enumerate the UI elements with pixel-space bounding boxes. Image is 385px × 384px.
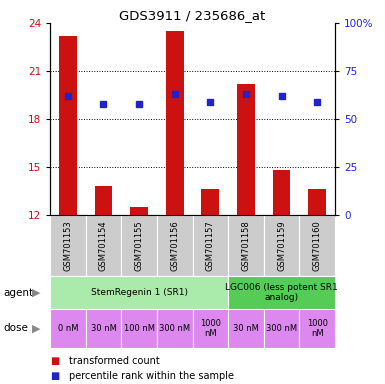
Bar	[192, 215, 228, 276]
Text: dose: dose	[4, 323, 29, 333]
Text: 300 nM: 300 nM	[266, 324, 297, 333]
Bar	[130, 207, 148, 215]
Bar	[228, 309, 264, 348]
Bar	[50, 215, 85, 276]
Bar	[59, 36, 77, 215]
Text: ■: ■	[50, 371, 59, 381]
Text: 1000
nM: 1000 nM	[306, 319, 328, 338]
Text: 100 nM: 100 nM	[124, 324, 155, 333]
Text: ▶: ▶	[32, 288, 41, 298]
Bar	[201, 189, 219, 215]
Bar	[95, 186, 112, 215]
Bar	[121, 215, 157, 276]
Text: 30 nM: 30 nM	[233, 324, 259, 333]
Bar	[300, 309, 335, 348]
Bar	[192, 309, 228, 348]
Bar	[300, 215, 335, 276]
Text: StemRegenin 1 (SR1): StemRegenin 1 (SR1)	[90, 288, 187, 297]
Text: GSM701158: GSM701158	[241, 220, 250, 271]
Text: 0 nM: 0 nM	[58, 324, 78, 333]
Text: agent: agent	[4, 288, 34, 298]
Bar	[50, 309, 85, 348]
Bar	[264, 215, 300, 276]
Text: 1000
nM: 1000 nM	[200, 319, 221, 338]
Bar	[228, 215, 264, 276]
Bar	[85, 309, 121, 348]
Bar	[157, 309, 192, 348]
Bar	[308, 189, 326, 215]
Text: LGC006 (less potent SR1
analog): LGC006 (less potent SR1 analog)	[225, 283, 338, 303]
Bar	[264, 309, 300, 348]
Text: GSM701154: GSM701154	[99, 220, 108, 271]
Text: GSM701157: GSM701157	[206, 220, 215, 271]
Bar	[157, 215, 192, 276]
Bar	[273, 170, 290, 215]
Text: percentile rank within the sample: percentile rank within the sample	[69, 371, 234, 381]
Text: 30 nM: 30 nM	[90, 324, 116, 333]
Text: GSM701156: GSM701156	[170, 220, 179, 271]
Text: ■: ■	[50, 356, 59, 366]
Title: GDS3911 / 235686_at: GDS3911 / 235686_at	[119, 9, 266, 22]
Bar	[166, 31, 184, 215]
Text: GSM701153: GSM701153	[64, 220, 72, 271]
Text: 300 nM: 300 nM	[159, 324, 190, 333]
Bar	[228, 276, 335, 309]
Text: GSM701160: GSM701160	[313, 220, 321, 271]
Bar	[85, 215, 121, 276]
Text: GSM701159: GSM701159	[277, 220, 286, 271]
Bar	[237, 84, 255, 215]
Text: GSM701155: GSM701155	[135, 220, 144, 271]
Bar	[121, 309, 157, 348]
Text: transformed count: transformed count	[69, 356, 160, 366]
Text: ▶: ▶	[32, 323, 41, 333]
Bar	[50, 276, 228, 309]
